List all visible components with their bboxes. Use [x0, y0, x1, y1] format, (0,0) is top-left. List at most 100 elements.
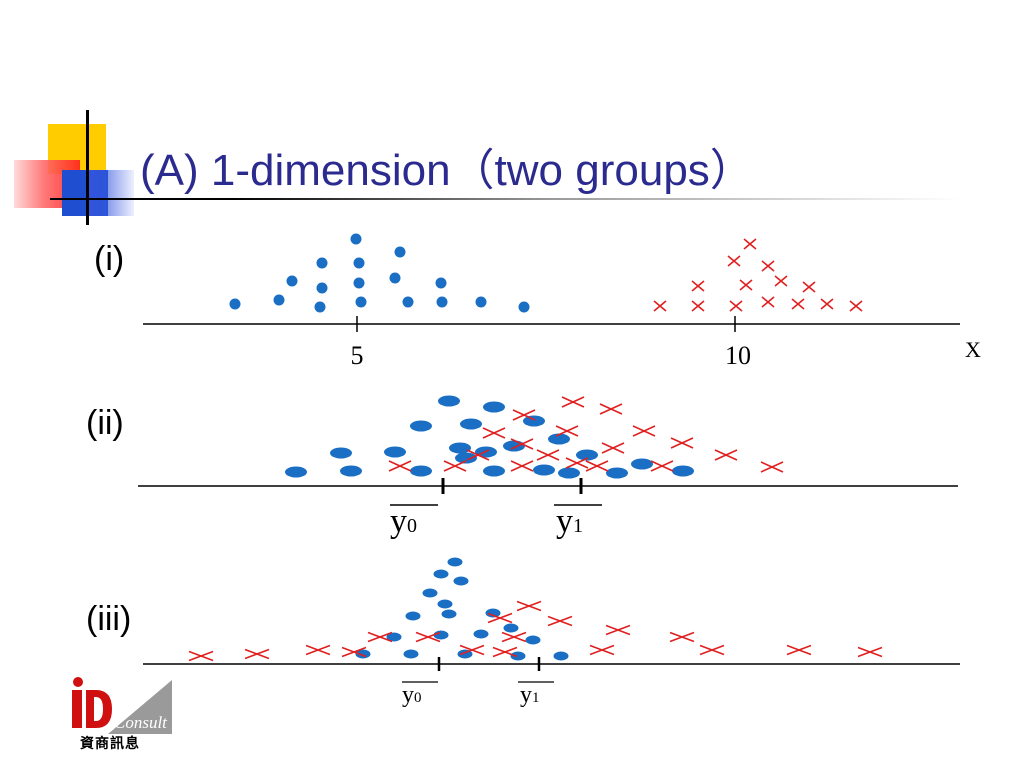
group1-cross-4: [739, 279, 753, 291]
group0-dot-6: [384, 446, 406, 458]
group1-cross-0: [561, 396, 585, 408]
group1-cross-11: [699, 644, 725, 656]
decor-vertical-line: [86, 110, 89, 225]
group0-dot-21: [455, 452, 477, 464]
group0-dot-11: [285, 466, 307, 478]
group1-cross-0: [743, 238, 757, 250]
group1-cross-17: [466, 449, 490, 461]
group0-dot-11: [314, 301, 326, 313]
group1-cross-5: [774, 275, 788, 287]
company-logo: Consult: [72, 677, 172, 734]
tick-label-5: 5: [351, 341, 364, 370]
group0-dot-16: [510, 651, 526, 661]
group0-dot-17: [606, 467, 628, 479]
group0-dot-4: [286, 275, 298, 287]
group0-dot-9: [548, 433, 570, 445]
group1-cross-4: [367, 631, 393, 643]
group1-cross-5: [415, 631, 441, 643]
decor-blue-fade: [86, 170, 134, 216]
group1-cross-14: [188, 650, 214, 662]
group1-cross-14: [650, 460, 674, 472]
group0-dot-3: [422, 588, 438, 598]
group1-cross-0: [516, 600, 542, 612]
group1-cross-3: [605, 624, 631, 636]
group0-dot-14: [436, 296, 448, 308]
panel-label-ii: (ii): [86, 404, 124, 442]
title-underline: [50, 198, 960, 200]
group0-dot-10: [576, 449, 598, 461]
group0-dot-1: [394, 246, 406, 258]
panel-label-iii: (iii): [86, 600, 132, 638]
group1-cross-16: [459, 644, 485, 656]
group0-dot-16: [558, 467, 580, 479]
group1-cross-11: [510, 460, 534, 472]
mean-label-y0-ii: y0: [390, 503, 417, 540]
group0-dot-5: [316, 282, 328, 294]
group0-dot-8: [435, 277, 447, 289]
group0-dot-16: [518, 301, 530, 313]
group1-cross-9: [729, 300, 743, 312]
group1-cross-15: [714, 449, 738, 461]
group0-dot-2: [410, 420, 432, 432]
group1-cross-15: [244, 648, 270, 660]
group1-cross-7: [653, 300, 667, 312]
group0-dot-12: [355, 296, 367, 308]
group0-dot-14: [403, 649, 419, 659]
group0-dot-5: [405, 611, 421, 621]
group1-cross-6: [510, 438, 534, 450]
group0-dot-1: [483, 401, 505, 413]
group1-cross-18: [536, 449, 560, 461]
group0-dot-6: [441, 609, 457, 619]
group0-dot-8: [503, 623, 519, 633]
group1-cross-10: [589, 644, 615, 656]
group1-cross-1: [727, 255, 741, 267]
panel-label-i: (i): [94, 240, 125, 278]
group1-cross-9: [341, 646, 367, 658]
group1-cross-13: [857, 646, 883, 658]
logo-text: Consult: [114, 713, 168, 732]
group1-cross-2: [761, 260, 775, 272]
group0-dot-12: [525, 635, 541, 645]
mean-label-y1-ii: y1: [556, 503, 583, 540]
group1-cross-2: [512, 409, 536, 421]
panel-i: 5 10 X: [143, 233, 981, 370]
group0-dot-17: [553, 651, 569, 661]
group0-dot-1: [433, 569, 449, 579]
group1-cross-10: [443, 460, 467, 472]
group0-dot-15: [533, 464, 555, 476]
group1-cross-1: [487, 612, 513, 624]
group1-cross-12: [786, 644, 812, 656]
group1-cross-8: [305, 644, 331, 656]
panel-iii: y0 y1: [143, 557, 960, 708]
group0-dot-4: [523, 415, 545, 427]
group0-dot-0: [438, 395, 460, 407]
logo-i-stem: [72, 690, 82, 728]
group1-cross-10: [761, 296, 775, 308]
group0-dot-13: [355, 649, 371, 659]
group1-cross-6: [501, 631, 527, 643]
group1-cross-2: [547, 615, 573, 627]
group1-cross-12: [565, 457, 589, 469]
group1-cross-8: [691, 300, 705, 312]
group1-cross-1: [599, 403, 623, 415]
group0-dot-4: [437, 599, 453, 609]
group0-dot-13: [402, 296, 414, 308]
group1-cross-17: [492, 646, 518, 658]
group1-cross-5: [632, 425, 656, 437]
group0-dot-13: [410, 465, 432, 477]
group1-cross-12: [820, 298, 834, 310]
group0-dot-19: [672, 465, 694, 477]
group1-cross-3: [691, 280, 705, 292]
group1-cross-7: [601, 442, 625, 454]
group0-dot-14: [483, 465, 505, 477]
tick-label-10: 10: [725, 341, 751, 370]
mean-label-y1-iii: y1: [520, 682, 540, 708]
group1-cross-16: [760, 461, 784, 473]
group1-cross-4: [555, 425, 579, 437]
group0-dot-10: [433, 630, 449, 640]
group0-dot-5: [330, 447, 352, 459]
group0-dot-7: [485, 608, 501, 618]
group0-dot-18: [631, 458, 653, 470]
group1-cross-7: [669, 631, 695, 643]
